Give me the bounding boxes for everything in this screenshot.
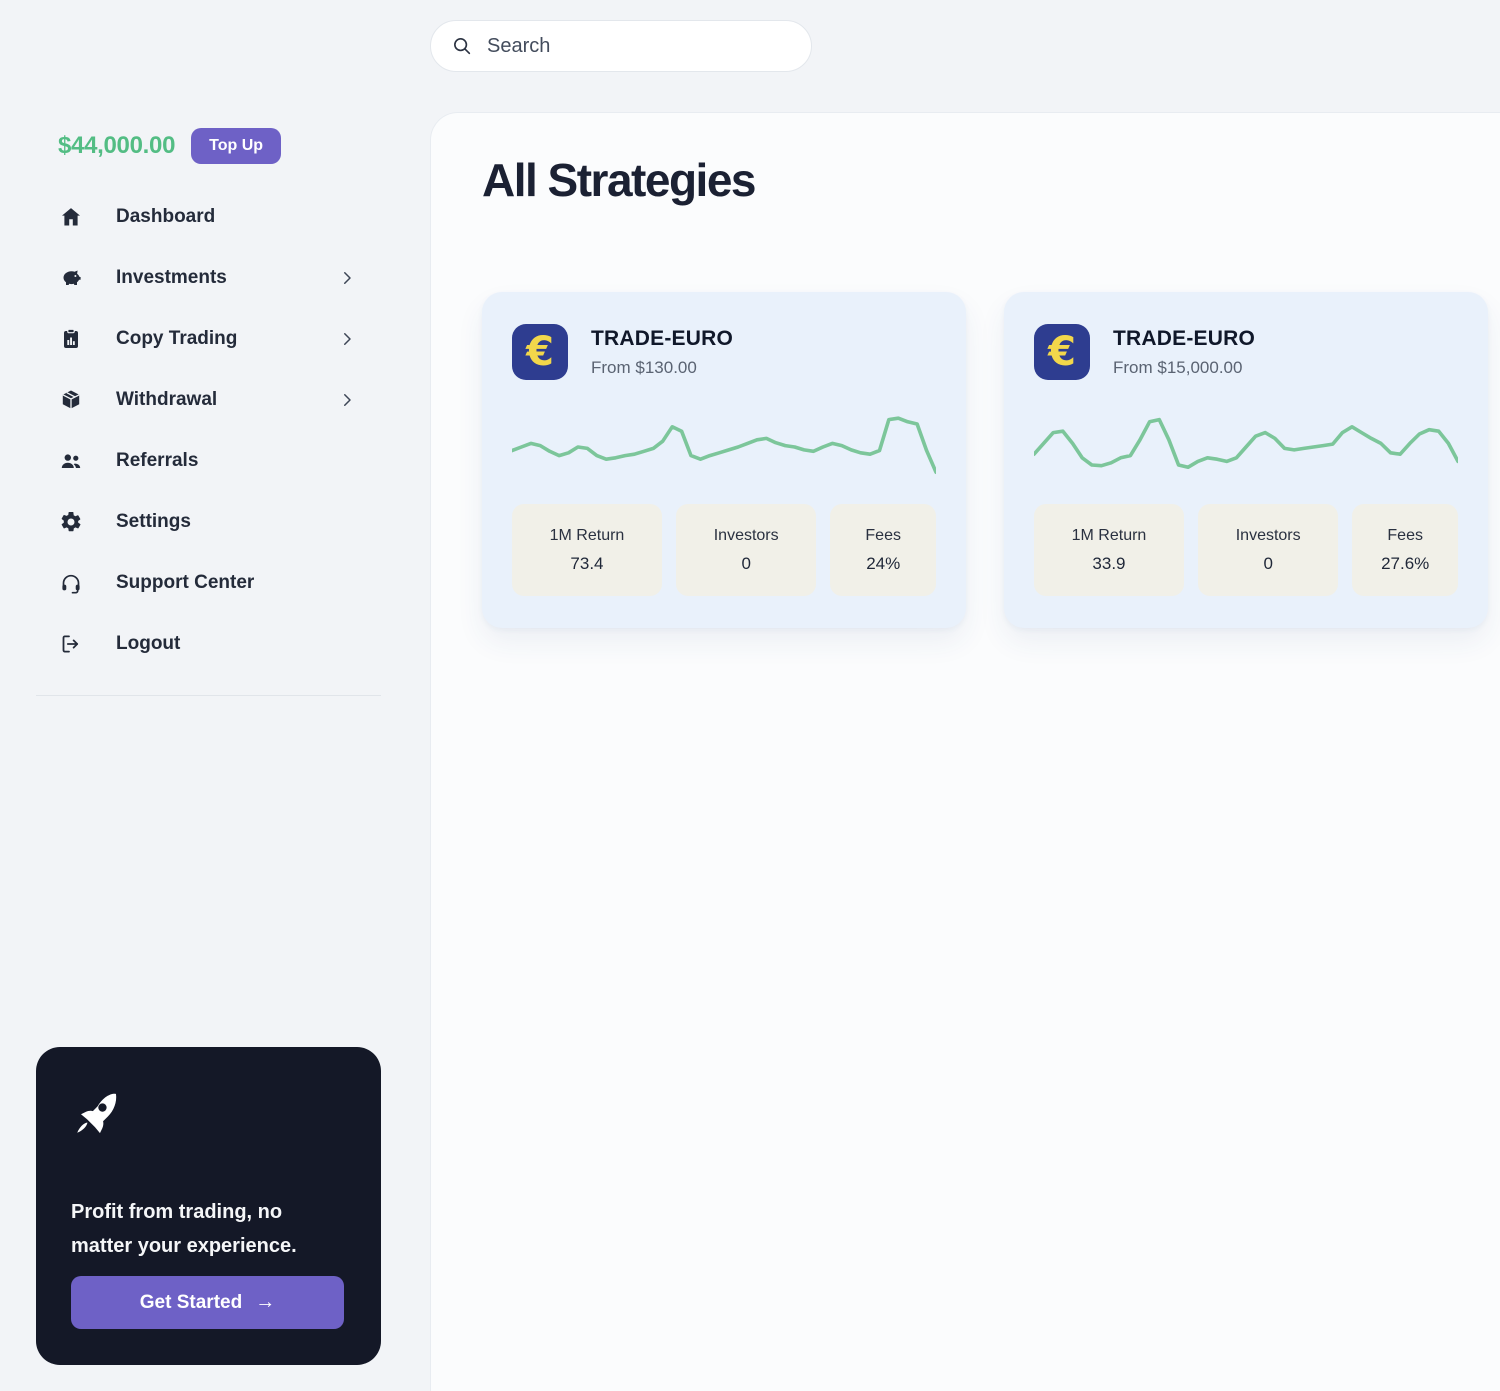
- stats-row: 1M Return 73.4 Investors 0 Fees 24%: [512, 504, 936, 596]
- sidebar-item-logout[interactable]: Logout: [0, 613, 430, 674]
- strategy-card-header: € TRADE-EURO From $130.00: [512, 324, 936, 380]
- stat-label: Fees: [865, 526, 901, 544]
- sidebar-item-withdrawal[interactable]: Withdrawal: [0, 369, 430, 430]
- sidebar-item-investments[interactable]: Investments: [0, 247, 430, 308]
- search-icon: [451, 35, 473, 57]
- piggy-bank-icon: [59, 266, 83, 290]
- stat-label: 1M Return: [1071, 526, 1147, 544]
- clipboard-chart-icon: [59, 327, 83, 351]
- strategy-card[interactable]: € TRADE-EURO From $130.00 1M Return 73.4…: [482, 292, 966, 628]
- sidebar: $44,000.00 Top Up Dashboard Investments …: [0, 0, 430, 1391]
- account-balance: $44,000.00: [58, 132, 176, 159]
- stat-label: Fees: [1387, 526, 1423, 544]
- sidebar-divider: [36, 695, 381, 696]
- home-icon: [59, 205, 83, 229]
- euro-icon: €: [1034, 324, 1090, 380]
- strategy-min-investment: From $15,000.00: [1113, 357, 1243, 377]
- gear-icon: [59, 510, 83, 534]
- logout-icon: [59, 632, 83, 656]
- strategy-card-header: € TRADE-EURO From $15,000.00: [1034, 324, 1458, 380]
- stat-value: 27.6%: [1381, 553, 1430, 573]
- chevron-right-icon[interactable]: [338, 269, 356, 287]
- search-input[interactable]: [485, 33, 793, 59]
- stat-label: Investors: [1235, 526, 1301, 544]
- stat-value: 73.4: [570, 553, 604, 573]
- chevron-right-icon[interactable]: [338, 330, 356, 348]
- rocket-icon: [71, 1089, 121, 1139]
- sidebar-item-support-center[interactable]: Support Center: [0, 552, 430, 613]
- sidebar-item-label: Investments: [116, 266, 227, 288]
- stat-box: 1M Return 33.9: [1034, 504, 1184, 596]
- sidebar-item-label: Referrals: [116, 449, 199, 471]
- performance-sparkline: [512, 416, 936, 474]
- sidebar-item-settings[interactable]: Settings: [0, 491, 430, 552]
- sidebar-item-label: Settings: [116, 510, 191, 532]
- euro-icon: €: [512, 324, 568, 380]
- strategy-name: TRADE-EURO: [1113, 326, 1255, 350]
- stat-value: 0: [741, 553, 751, 573]
- top-up-button[interactable]: Top Up: [191, 128, 282, 164]
- page-title: All Strategies: [482, 154, 757, 206]
- package-icon: [59, 388, 83, 412]
- get-started-button[interactable]: Get Started →: [71, 1276, 344, 1329]
- stat-box: Investors 0: [1197, 504, 1339, 596]
- arrow-right-icon: →: [255, 1291, 276, 1313]
- strategy-name: TRADE-EURO: [591, 326, 733, 350]
- performance-sparkline: [1034, 417, 1458, 470]
- stat-box: Investors 0: [675, 504, 817, 596]
- stat-box: 1M Return 73.4: [512, 504, 662, 596]
- promo-card: Profit from trading, no matter your expe…: [36, 1047, 381, 1365]
- promo-text: Profit from trading, no matter your expe…: [71, 1201, 297, 1257]
- sidebar-item-referrals[interactable]: Referrals: [0, 430, 430, 491]
- get-started-label: Get Started: [139, 1291, 243, 1313]
- main-panel: All Strategies € TRADE-EURO From $130.00…: [430, 112, 1500, 1391]
- sidebar-item-label: Dashboard: [116, 205, 216, 227]
- chevron-right-icon[interactable]: [338, 391, 356, 409]
- strategy-card-list: € TRADE-EURO From $130.00 1M Return 73.4…: [482, 292, 1488, 628]
- search-bar[interactable]: [430, 20, 812, 72]
- sidebar-item-label: Copy Trading: [116, 327, 238, 349]
- headset-icon: [59, 571, 83, 595]
- sidebar-item-label: Support Center: [116, 571, 255, 593]
- stat-value: 24%: [866, 553, 901, 573]
- sidebar-item-label: Logout: [116, 632, 181, 654]
- strategy-min-investment: From $130.00: [591, 357, 697, 377]
- sidebar-item-dashboard[interactable]: Dashboard: [0, 186, 430, 247]
- stat-label: 1M Return: [549, 526, 625, 544]
- stat-box: Fees 24%: [830, 504, 936, 596]
- balance-row: $44,000.00 Top Up: [58, 128, 282, 164]
- sidebar-item-copy-trading[interactable]: Copy Trading: [0, 308, 430, 369]
- stat-box: Fees 27.6%: [1352, 504, 1458, 596]
- stats-row: 1M Return 33.9 Investors 0 Fees 27.6%: [1034, 504, 1458, 596]
- stat-value: 0: [1263, 553, 1273, 573]
- users-icon: [59, 449, 83, 473]
- sidebar-item-label: Withdrawal: [116, 388, 218, 410]
- sidebar-nav: Dashboard Investments Copy Trading Withd…: [0, 186, 430, 674]
- stat-label: Investors: [713, 526, 779, 544]
- stat-value: 33.9: [1092, 553, 1126, 573]
- strategy-card[interactable]: € TRADE-EURO From $15,000.00 1M Return 3…: [1004, 292, 1488, 628]
